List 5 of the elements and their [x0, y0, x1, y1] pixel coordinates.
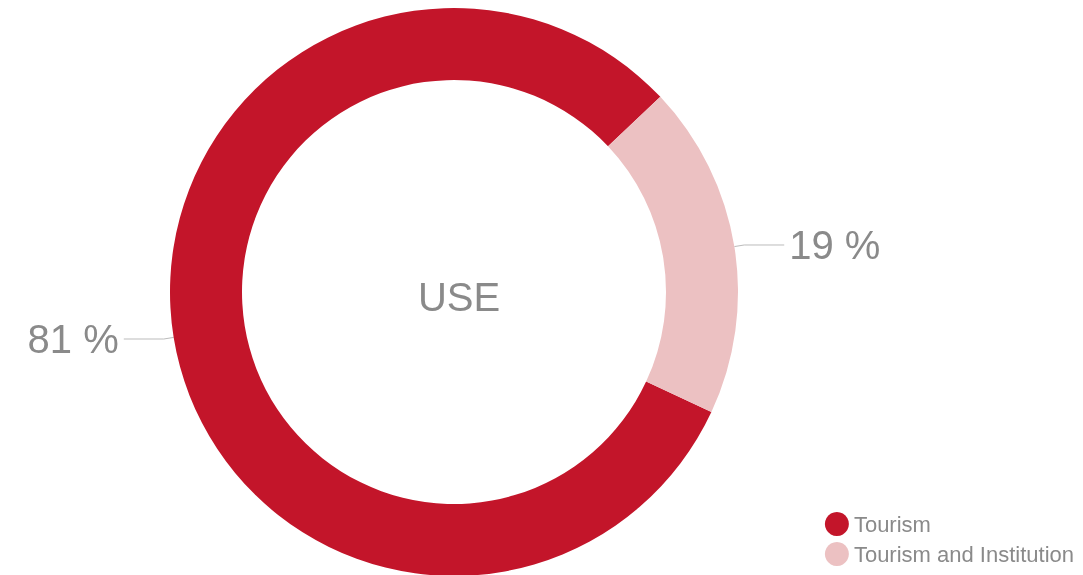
text: USE: [417, 275, 501, 319]
data-label: 19 %: [789, 222, 881, 267]
legend-label: Tourism: [853, 511, 931, 537]
legend-label: Tourism and Institution: [853, 541, 1074, 567]
data-label: 81 %: [27, 317, 119, 362]
